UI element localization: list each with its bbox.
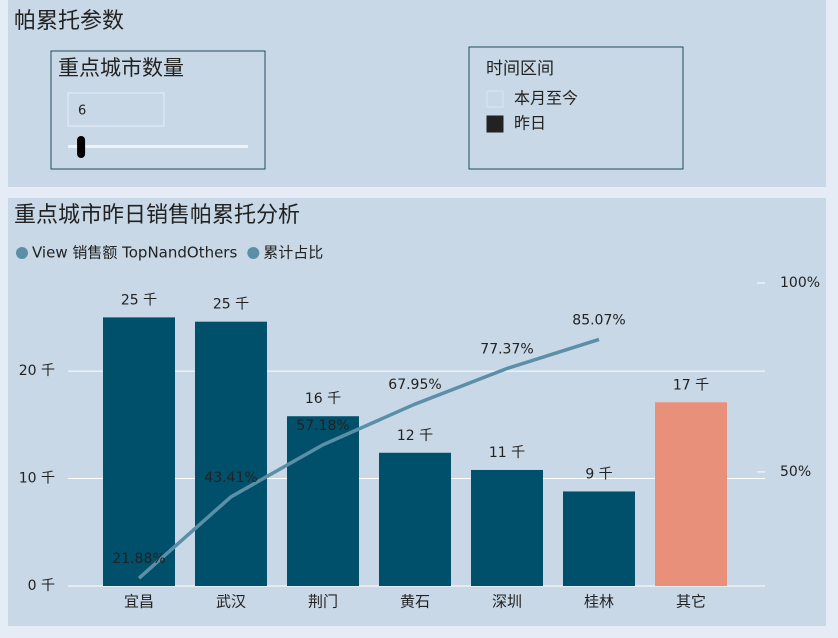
bar [379, 452, 451, 586]
slider-track[interactable] [68, 145, 248, 148]
bar-label: 16 千 [305, 391, 341, 407]
slider-handle[interactable] [77, 136, 86, 158]
panel-title: 帕累托参数 [14, 9, 124, 34]
legend-dot [16, 247, 28, 259]
count-value: 6 [78, 104, 86, 119]
checkbox[interactable] [486, 90, 504, 108]
bar-label: 25 千 [121, 292, 157, 308]
option-label: 本月至今 [514, 89, 578, 108]
slicer-title: 重点城市数量 [58, 56, 184, 80]
cumulative-line [137, 337, 600, 580]
time-slicer [468, 46, 684, 170]
legend-dot [247, 247, 260, 259]
line-label: 21.88% [112, 551, 165, 567]
line-label: 85.07% [572, 312, 625, 328]
bar-label: 25 千 [213, 297, 249, 313]
line-label: 77.37% [480, 341, 533, 357]
bar-label: 12 千 [397, 428, 433, 444]
bar [563, 491, 635, 586]
checkbox[interactable] [486, 115, 504, 133]
line-label: 67.95% [388, 377, 441, 393]
bar [287, 416, 359, 586]
x-tick-label: 深圳 [492, 593, 522, 611]
x-tick-label: 荆门 [308, 593, 338, 611]
y-tick-label: 0 千 [28, 578, 55, 594]
legend-label: View 销售额 TopNandOthers [32, 244, 237, 262]
y2-tick-label: 50% [780, 464, 811, 480]
line-label: 43.41% [204, 470, 257, 486]
x-tick-label: 宜昌 [124, 593, 154, 611]
bar [103, 317, 175, 586]
bar [655, 402, 727, 586]
y-tick-label: 10 千 [19, 471, 55, 487]
x-tick-label: 武汉 [216, 593, 246, 611]
line-label: 57.18% [296, 418, 349, 434]
x-tick-label: 其它 [676, 593, 706, 611]
option-label: 昨日 [514, 114, 546, 133]
bar-label: 17 千 [673, 377, 709, 393]
slicer-title: 时间区间 [486, 59, 554, 79]
x-tick-label: 桂林 [584, 593, 614, 611]
bar [195, 321, 267, 586]
x-tick-label: 黄石 [400, 593, 430, 611]
legend-label: 累计占比 [263, 244, 323, 262]
bar-label: 9 千 [585, 466, 612, 482]
chart-title: 重点城市昨日销售帕累托分析 [14, 203, 300, 228]
bar-label: 11 千 [489, 445, 525, 461]
y2-tick-label: 100% [780, 275, 820, 291]
count-slicer [50, 50, 266, 170]
bar [471, 469, 543, 586]
y-tick-label: 20 千 [19, 363, 55, 379]
count-input[interactable] [67, 92, 165, 127]
